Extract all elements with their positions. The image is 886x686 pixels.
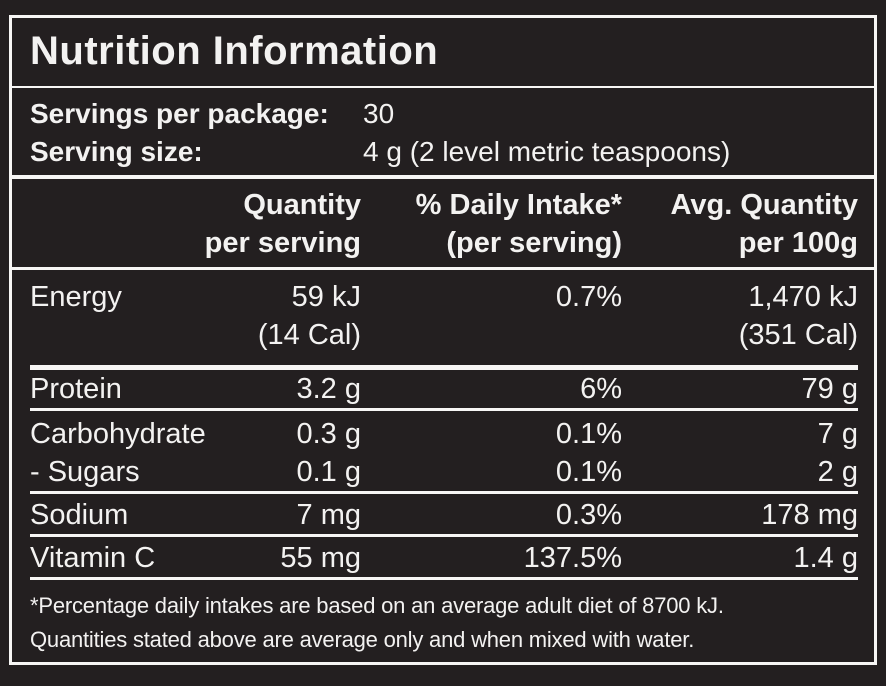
nutrition-panel: Nutrition Information Servings per packa… bbox=[9, 15, 877, 665]
serving-size-value: 4 g (2 level metric teaspoons) bbox=[363, 136, 731, 167]
page-title: Nutrition Information bbox=[30, 29, 439, 73]
footnote-section: *Percentage daily intakes are based on a… bbox=[12, 580, 874, 668]
avg-quantity-value: 2 g bbox=[817, 456, 858, 488]
serving-size-row: Serving size: 4 g (2 level metric teaspo… bbox=[30, 133, 858, 171]
avg-quantity-value: 1,470 kJ (351 Cal) bbox=[738, 281, 858, 351]
nutrient-name: Energy bbox=[30, 281, 122, 313]
avg-quantity-value: 178 mg bbox=[761, 499, 858, 531]
daily-intake-value: 0.3% bbox=[555, 499, 622, 531]
nutrient-name: Protein bbox=[30, 373, 122, 405]
column-header-quantity-per-serving: Quantity per serving bbox=[204, 189, 361, 259]
avg-quantity-value: 7 g bbox=[817, 418, 858, 450]
nutrient-name: - Sugars bbox=[30, 456, 140, 488]
daily-intake-value: 0.7% bbox=[555, 281, 622, 313]
quantity-per-serving-value: 7 mg bbox=[296, 499, 361, 531]
quantity-per-serving-value: 0.3 g bbox=[296, 418, 362, 450]
servings-per-package-value: 30 bbox=[363, 98, 395, 129]
nutrient-row-vitamin-c: Vitamin C 55 mg 137.5% 1.4 g bbox=[30, 537, 858, 580]
nutrient-row-energy: Energy 59 kJ (14 Cal) 0.7% 1,470 kJ (351… bbox=[30, 270, 858, 370]
footnote-text: *Percentage daily intakes are based on a… bbox=[30, 593, 724, 652]
daily-intake-value: 137.5% bbox=[523, 542, 622, 574]
avg-quantity-value: 1.4 g bbox=[793, 542, 859, 574]
servings-per-package-row: Servings per package: 30 bbox=[30, 95, 858, 133]
quantity-per-serving-value: 55 mg bbox=[280, 542, 361, 574]
serving-info-section: Servings per package: 30 Serving size: 4… bbox=[12, 88, 874, 179]
daily-intake-value: 6% bbox=[580, 373, 622, 405]
nutrient-name: Carbohydrate bbox=[30, 418, 206, 450]
column-header-avg-quantity: Avg. Quantity per 100g bbox=[670, 189, 858, 259]
nutrient-name: Vitamin C bbox=[30, 542, 156, 574]
table-header-section: Quantity per serving % Daily Intake* (pe… bbox=[12, 179, 874, 270]
nutrient-row-carbohydrate: Carbohydrate 0.3 g 0.1% 7 g bbox=[30, 411, 858, 453]
servings-per-package-label: Servings per package: bbox=[30, 98, 329, 129]
daily-intake-value: 0.1% bbox=[555, 456, 622, 488]
column-header-daily-intake: % Daily Intake* (per serving) bbox=[415, 189, 622, 259]
quantity-per-serving-value: 3.2 g bbox=[296, 373, 362, 405]
quantity-per-serving-value: 0.1 g bbox=[296, 456, 362, 488]
daily-intake-value: 0.1% bbox=[555, 418, 622, 450]
nutrient-row-protein: Protein 3.2 g 6% 79 g bbox=[30, 370, 858, 411]
nutrient-row-sugars: - Sugars 0.1 g 0.1% 2 g bbox=[30, 453, 858, 494]
nutrient-name: Sodium bbox=[30, 499, 129, 531]
avg-quantity-value: 79 g bbox=[801, 373, 858, 405]
nutrient-row-sodium: Sodium 7 mg 0.3% 178 mg bbox=[30, 494, 858, 537]
quantity-per-serving-value: 59 kJ (14 Cal) bbox=[257, 281, 361, 351]
serving-size-label: Serving size: bbox=[30, 136, 203, 167]
title-section: Nutrition Information bbox=[12, 18, 874, 88]
